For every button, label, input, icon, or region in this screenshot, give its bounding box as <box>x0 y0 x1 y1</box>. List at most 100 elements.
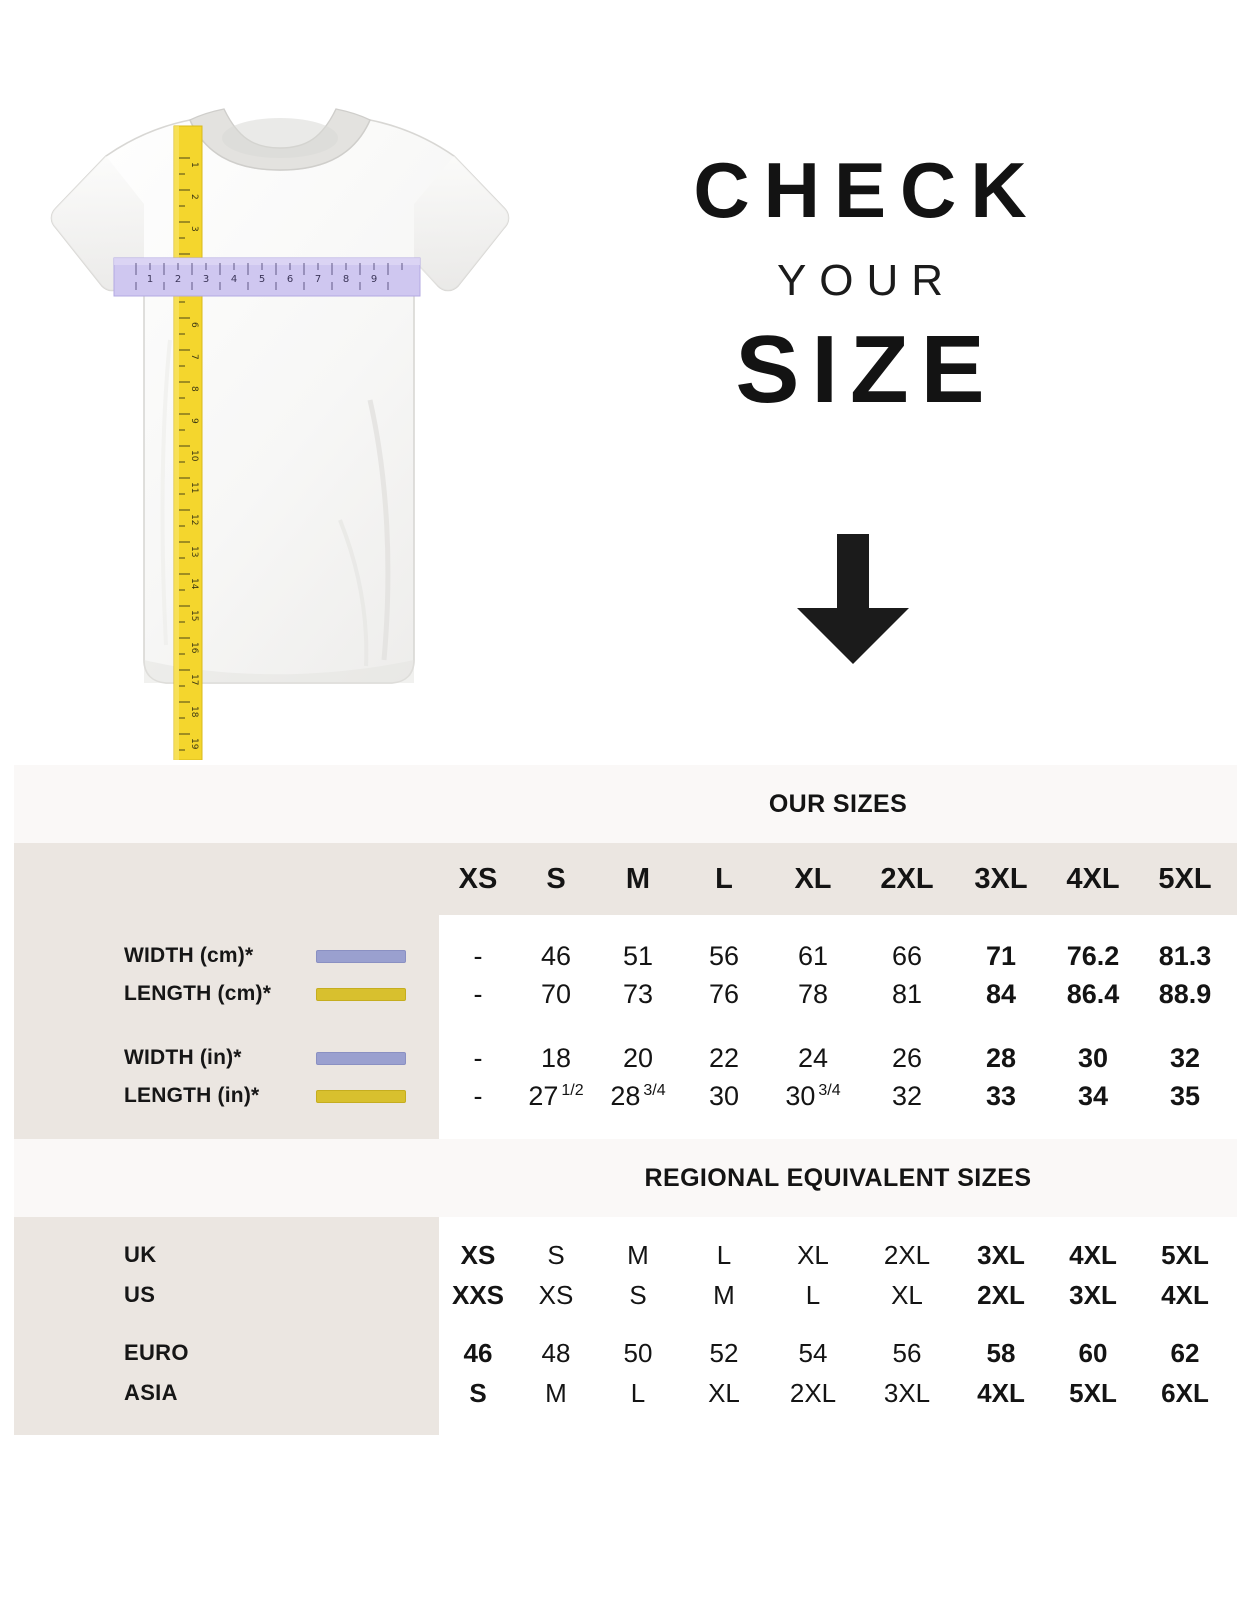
svg-text:14: 14 <box>189 578 199 590</box>
size-column-header: M <box>625 862 651 895</box>
measurement-row-label: WIDTH (cm)* <box>14 937 439 975</box>
regional-cell: 46 <box>463 1337 493 1368</box>
measurement-row-values: - 27 1/2 28 3/4 30 30 3/4 32 33 34 35 <box>439 1077 1237 1115</box>
regional-cell: 58 <box>986 1337 1016 1368</box>
size-column-header: 5XL <box>1158 862 1212 895</box>
size-column-header: 3XL <box>974 862 1028 895</box>
headline-block: CHECK YOUR SIZE <box>620 149 1100 424</box>
legend-swatch <box>316 1089 406 1103</box>
legend-swatch <box>316 949 406 963</box>
measurement-cell: 30 3/4 <box>785 1080 841 1111</box>
row-gap <box>14 1315 439 1333</box>
regional-cell: XXS <box>451 1279 505 1310</box>
regional-cell: M <box>713 1279 735 1310</box>
size-header-spacer <box>14 843 439 915</box>
regional-cell: L <box>805 1279 821 1310</box>
regional-row-values: S M L XL 2XL 3XL 4XL 5XL 6XL <box>439 1373 1237 1413</box>
regional-cell: S <box>547 1239 565 1270</box>
measurement-row-label: WIDTH (in)* <box>14 1039 439 1077</box>
row-gap <box>14 1013 439 1039</box>
svg-text:6: 6 <box>287 274 293 285</box>
svg-text:3: 3 <box>203 274 209 285</box>
fraction-sup: 1/2 <box>561 1081 584 1099</box>
size-chart-table: OUR SIZES XS S M L XL 2XL 3XL 4XL 5XL WIDTH (cm)… <box>14 765 1237 1435</box>
row-gap <box>439 1013 1237 1039</box>
regional-cell: 5XL <box>1069 1377 1117 1408</box>
measurement-cell: 26 <box>891 1042 923 1073</box>
regional-cell: 3XL <box>977 1239 1025 1270</box>
measurement-cell: 46 <box>540 940 572 971</box>
regional-row-label: EURO <box>124 1340 189 1365</box>
regional-cell: XL <box>797 1239 829 1270</box>
tshirt-svg: 1 2 3 4 5 6 7 8 9 10 11 12 13 14 15 16 1 <box>50 108 510 760</box>
size-header-band: XS S M L XL 2XL 3XL 4XL 5XL <box>14 843 1237 915</box>
regional-cell: 4XL <box>1069 1239 1117 1270</box>
measurement-cell: 61 <box>797 940 829 971</box>
size-column-header: XS <box>458 862 498 895</box>
measurement-row-values: - 18 20 22 24 26 28 30 32 <box>439 1039 1237 1077</box>
measurement-cell: 73 <box>622 978 654 1009</box>
headline-line-your: YOUR <box>776 255 957 305</box>
size-column-header: 4XL <box>1066 862 1120 895</box>
regional-row-label: US <box>124 1282 156 1307</box>
regional-cell: XL <box>891 1279 923 1310</box>
our-sizes-title: OUR SIZES <box>768 789 908 818</box>
down-arrow-svg <box>797 534 909 664</box>
svg-text:16: 16 <box>189 642 199 654</box>
measurement-labels: WIDTH (cm)* LENGTH (cm)* WIDTH (in)* LENGTH… <box>14 915 439 1139</box>
measurement-label-text: WIDTH (cm)* <box>124 944 254 967</box>
svg-text:5: 5 <box>259 274 265 285</box>
measurement-row-label: LENGTH (cm)* <box>14 975 439 1013</box>
regional-cell: 4XL <box>977 1377 1025 1408</box>
measurement-cell: 32 <box>1169 1042 1201 1073</box>
measurement-cell: 27 1/2 <box>528 1080 584 1111</box>
measurement-row-values: - 70 73 76 78 81 84 86.4 88.9 <box>439 975 1237 1013</box>
svg-text:10: 10 <box>189 450 199 462</box>
measurement-cell: - <box>473 1080 483 1111</box>
regional-cell: XL <box>708 1377 740 1408</box>
measurement-cell: 86.4 <box>1066 978 1120 1009</box>
regional-cell: 6XL <box>1161 1377 1209 1408</box>
svg-text:12: 12 <box>189 514 199 525</box>
measurement-cell: 78 <box>797 978 829 1009</box>
size-column-header: L <box>715 862 733 895</box>
measurement-cell: 33 <box>985 1080 1017 1111</box>
measurement-label-text: WIDTH (in)* <box>124 1046 242 1069</box>
tshirt-illustration: 1 2 3 4 5 6 7 8 9 10 11 12 13 14 15 16 1 <box>40 100 520 760</box>
svg-text:11: 11 <box>189 482 199 493</box>
measurement-cell: - <box>473 1042 483 1073</box>
measurement-cell: 24 <box>797 1042 829 1073</box>
regional-band: UK US EURO ASIA XS S M L XL 2XL 3XL 4XL 5XL XXS XS S M L… <box>14 1217 1237 1435</box>
regional-cell: L <box>716 1239 732 1270</box>
measurement-cell: 28 3/4 <box>610 1080 666 1111</box>
svg-text:6: 6 <box>189 322 199 328</box>
svg-text:7: 7 <box>315 274 321 285</box>
regional-row-values: 46 48 50 52 54 56 58 60 62 <box>439 1333 1237 1373</box>
svg-text:1: 1 <box>147 274 153 285</box>
regional-row-label: ASIA <box>124 1380 178 1405</box>
measurement-cell: 51 <box>622 940 654 971</box>
measurement-cell: 20 <box>622 1042 654 1073</box>
regional-cell: 54 <box>798 1337 828 1368</box>
regional-cell: 60 <box>1078 1337 1108 1368</box>
measurement-cell: 81 <box>891 978 923 1009</box>
measurement-cell: 81.3 <box>1158 940 1212 971</box>
measurement-cell: 56 <box>708 940 740 971</box>
measurement-cell: 70 <box>540 978 572 1009</box>
measurement-row-label: LENGTH (in)* <box>14 1077 439 1115</box>
regional-cell: XS <box>538 1279 574 1310</box>
svg-text:13: 13 <box>189 546 199 557</box>
measurement-cell: 76 <box>708 978 740 1009</box>
svg-text:2: 2 <box>189 194 199 200</box>
fraction-sup: 3/4 <box>818 1081 841 1099</box>
measurement-cell: 28 <box>985 1042 1017 1073</box>
size-column-header: 2XL <box>880 862 934 895</box>
measurements-band: WIDTH (cm)* LENGTH (cm)* WIDTH (in)* LENGTH… <box>14 915 1237 1139</box>
regional-cell: S <box>469 1377 487 1408</box>
regional-values: XS S M L XL 2XL 3XL 4XL 5XL XXS XS S M L XL 2XL 3XL 4XL 46… <box>439 1217 1237 1435</box>
regional-row-label: UK <box>124 1242 157 1267</box>
legend-swatch <box>316 987 406 1001</box>
size-column-header: S <box>546 862 566 895</box>
measurement-cell: - <box>473 940 483 971</box>
headline-line-size: SIZE <box>735 316 997 424</box>
